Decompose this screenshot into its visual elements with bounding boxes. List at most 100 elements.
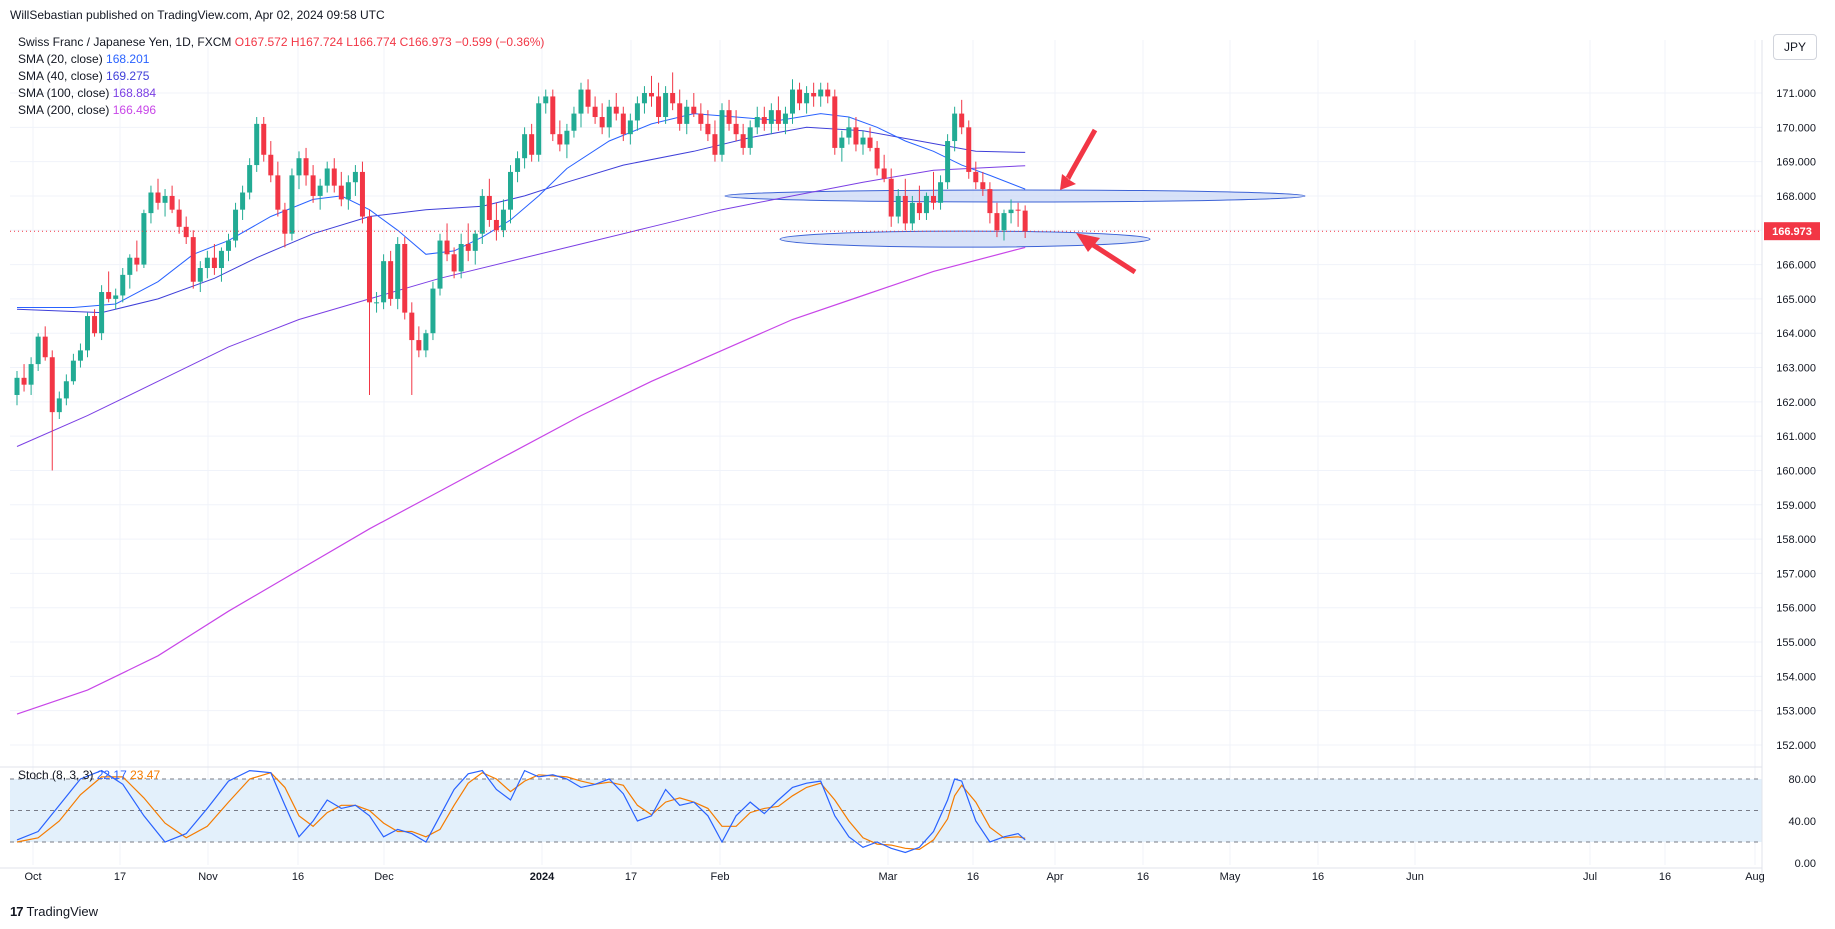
candle	[437, 233, 443, 296]
candle	[106, 271, 112, 303]
candle	[472, 230, 478, 265]
candle	[367, 209, 372, 395]
candle-body	[606, 106, 612, 128]
candle	[402, 237, 408, 320]
price-tick-label: 164.000	[1776, 328, 1816, 340]
candle-body	[543, 96, 549, 104]
candle	[733, 110, 739, 142]
candle-body	[317, 185, 323, 196]
price-tick-label: 163.000	[1776, 363, 1816, 375]
indicator-sma20[interactable]: SMA (20, close) 168.201	[18, 51, 544, 68]
candle-body	[966, 127, 972, 172]
candle	[846, 117, 852, 145]
candle	[959, 99, 965, 135]
price-tick-label: 152.000	[1776, 740, 1816, 752]
candle	[240, 185, 246, 220]
candle-body	[35, 336, 41, 365]
candle-body	[768, 110, 774, 124]
annotation-arrow	[1060, 130, 1095, 190]
candle-body	[578, 89, 584, 114]
candle	[331, 158, 337, 193]
candle-body	[1008, 209, 1014, 214]
time-tick-label: 17	[625, 871, 637, 883]
time-tick-label: Jun	[1406, 871, 1424, 883]
candle-body	[120, 274, 126, 296]
candle-body	[155, 192, 161, 203]
price-tick-label: 153.000	[1776, 706, 1816, 718]
candle	[451, 247, 457, 279]
candle-body	[381, 261, 387, 303]
publisher-line: WillSebastian published on TradingView.c…	[10, 8, 385, 22]
candle-body	[211, 257, 217, 269]
candle-body	[479, 195, 485, 234]
ohlc-open: O167.572	[234, 35, 288, 49]
candle-body	[712, 134, 718, 155]
candle	[705, 110, 711, 142]
candle	[522, 127, 528, 169]
indicator-label: SMA (200, close)	[18, 103, 110, 117]
candle	[381, 254, 387, 310]
time-tick-label: 2024	[530, 871, 555, 883]
candle-body	[550, 96, 556, 135]
candle	[656, 82, 662, 124]
candle	[359, 161, 365, 224]
indicator-sma200[interactable]: SMA (200, close) 166.496	[18, 102, 544, 119]
candle-body	[204, 257, 210, 269]
candle-body	[261, 123, 267, 155]
candle-body	[1022, 210, 1028, 232]
candle	[818, 82, 824, 107]
indicator-sma40[interactable]: SMA (40, close) 169.275	[18, 68, 544, 85]
candle	[275, 161, 281, 217]
candle	[627, 113, 633, 145]
time-tick-label: Aug	[1745, 871, 1765, 883]
candle-body	[233, 209, 239, 241]
price-tick-label: 154.000	[1776, 671, 1816, 683]
candle	[162, 189, 168, 217]
currency-button[interactable]: JPY	[1773, 34, 1817, 60]
candle	[303, 147, 309, 186]
candle-body	[254, 123, 260, 166]
candle-body	[684, 106, 690, 124]
candle	[768, 103, 774, 135]
candle	[282, 202, 288, 248]
indicator-sma100[interactable]: SMA (100, close) 168.884	[18, 85, 544, 102]
candle	[888, 168, 894, 227]
indicator-value: 169.275	[106, 69, 150, 83]
candle	[296, 151, 302, 190]
candle-body	[895, 195, 901, 217]
last-price-tag-label: 166.973	[1772, 226, 1812, 238]
candle-body	[747, 127, 753, 148]
candle	[916, 185, 922, 220]
stoch-legend[interactable]: Stoch (8, 3, 3) 22.17 23.47	[18, 768, 160, 782]
price-tick-label: 155.000	[1776, 637, 1816, 649]
candle	[430, 281, 436, 341]
candle	[14, 370, 20, 406]
indicator-label: SMA (40, close)	[18, 69, 103, 83]
candle-body	[444, 240, 450, 255]
candle-body	[486, 195, 492, 220]
candle-body	[754, 117, 760, 128]
candle-body	[465, 243, 471, 251]
candle-body	[761, 117, 767, 124]
candle	[557, 120, 563, 152]
candle	[458, 233, 464, 279]
candle	[874, 141, 880, 176]
candle-body	[775, 110, 781, 124]
candle-body	[656, 96, 662, 118]
candle-body	[296, 158, 302, 176]
candle-body	[275, 175, 281, 210]
candle	[1022, 205, 1028, 239]
ohlc-low: L166.774	[346, 35, 397, 49]
candle-body	[613, 106, 619, 114]
candle	[775, 96, 781, 131]
candle-body	[282, 209, 288, 234]
time-tick-label: Jul	[1583, 871, 1597, 883]
candle	[444, 223, 450, 262]
candle-body	[945, 141, 951, 183]
candle-body	[726, 110, 732, 124]
candle-body	[197, 268, 203, 282]
stoch-tick-label: 80.00	[1788, 774, 1816, 786]
candle	[564, 123, 570, 159]
candle-body	[649, 93, 654, 97]
